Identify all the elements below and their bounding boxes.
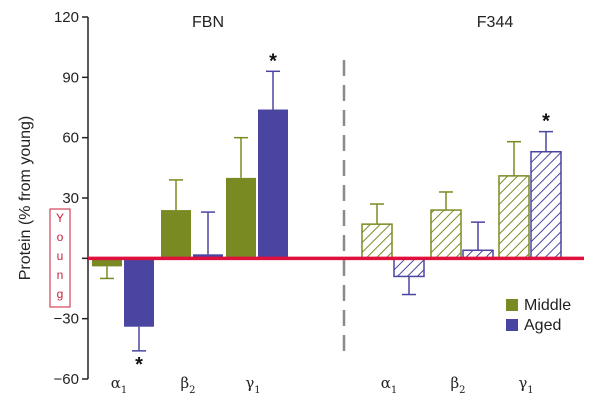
young-box xyxy=(49,208,71,308)
category-label: γ1 xyxy=(518,374,533,396)
bar-fbn-aged-1 xyxy=(193,254,223,259)
significance-marker: * xyxy=(269,50,277,72)
y-axis-label: Protein (% from young) xyxy=(17,116,34,281)
category-label: α1 xyxy=(111,374,128,396)
young-letter: n xyxy=(57,268,64,282)
young-letter: o xyxy=(57,230,64,244)
legend: Middle Aged xyxy=(506,297,571,334)
group-label-fbn: FBN xyxy=(192,14,224,31)
significance-marker: * xyxy=(135,354,143,376)
legend-swatch-aged xyxy=(506,319,518,331)
category-label: γ1 xyxy=(245,374,260,396)
bar-fbn-middle-1 xyxy=(161,210,191,259)
legend-label-aged: Aged xyxy=(524,317,561,334)
y-tick-label: 120 xyxy=(54,9,79,26)
bar-fbn-aged-2 xyxy=(258,109,288,259)
bar-f344-middle-0 xyxy=(361,223,393,260)
category-label: β2 xyxy=(180,374,195,396)
bar-f344-middle-1 xyxy=(430,209,462,260)
y-tick-label: −30 xyxy=(54,311,79,328)
young-letter: Y xyxy=(56,211,64,225)
bar-f344-aged-2 xyxy=(530,150,562,260)
bar-f344-middle-2 xyxy=(498,175,530,260)
significance-marker: * xyxy=(542,111,550,133)
y-axis: −60 −30 30 60 90 120 xyxy=(54,9,89,388)
bar-fbn-middle-2 xyxy=(226,177,256,259)
error-bars xyxy=(100,70,553,352)
group-label-f344: F344 xyxy=(477,14,514,31)
legend-label-middle: Middle xyxy=(524,297,571,314)
bar-fbn-middle-0 xyxy=(92,258,122,267)
young-letter: g xyxy=(57,287,64,301)
bar-fbn-aged-0 xyxy=(124,258,154,327)
y-tick-label: 90 xyxy=(62,69,79,86)
y-axis-label-group: Protein (% from young) xyxy=(17,116,34,281)
category-label: α1 xyxy=(381,374,398,396)
legend-swatch-middle xyxy=(506,299,518,311)
bars xyxy=(92,109,562,327)
young-letter: u xyxy=(57,249,64,263)
y-tick-label: 30 xyxy=(62,190,79,207)
y-tick-label: −60 xyxy=(54,371,79,388)
y-tick-label: 60 xyxy=(62,130,79,147)
category-label: β2 xyxy=(450,374,465,396)
labels: * α1 β2 * γ1 FBN α1 β2 * γ1 F344 xyxy=(111,14,550,396)
bar-f344-aged-0 xyxy=(393,257,425,278)
